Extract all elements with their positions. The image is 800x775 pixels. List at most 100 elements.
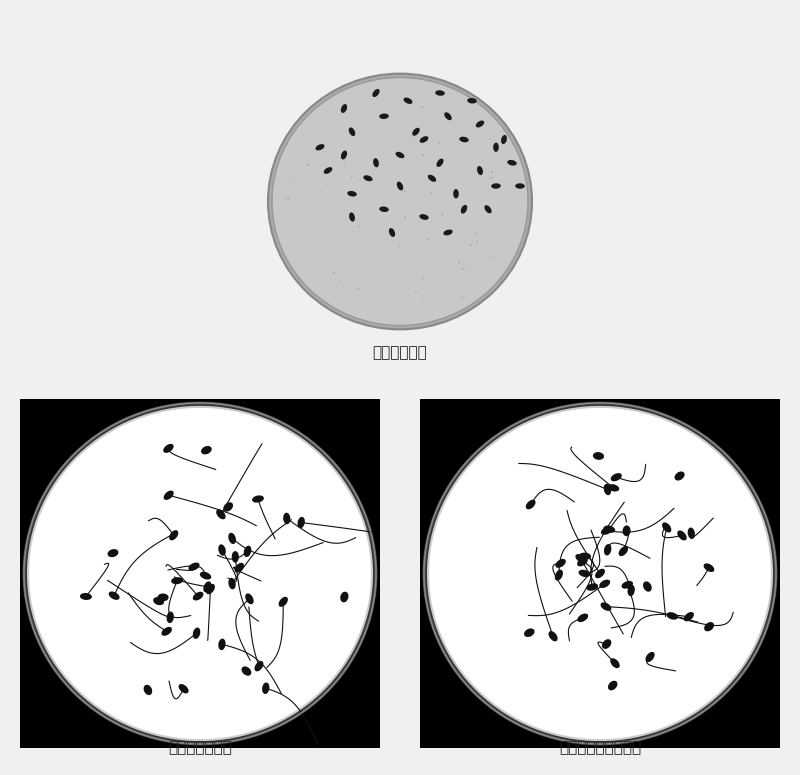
Ellipse shape (622, 525, 630, 536)
Ellipse shape (627, 584, 635, 596)
Circle shape (268, 74, 532, 329)
Ellipse shape (666, 612, 678, 620)
Ellipse shape (228, 532, 236, 544)
Circle shape (462, 268, 463, 270)
Ellipse shape (704, 563, 714, 572)
Ellipse shape (193, 628, 200, 639)
Ellipse shape (674, 471, 685, 480)
Ellipse shape (428, 174, 436, 182)
Circle shape (358, 288, 359, 289)
Ellipse shape (395, 152, 405, 158)
Ellipse shape (646, 652, 654, 662)
Circle shape (362, 287, 364, 288)
Ellipse shape (389, 228, 395, 237)
Ellipse shape (403, 98, 413, 104)
Bar (420, 399, 780, 748)
Circle shape (356, 239, 358, 241)
Circle shape (433, 274, 434, 275)
Ellipse shape (485, 205, 491, 213)
Ellipse shape (193, 592, 203, 601)
Circle shape (446, 231, 447, 232)
Text: 层积处理的种子: 层积处理的种子 (168, 740, 232, 756)
Circle shape (475, 232, 477, 234)
Circle shape (335, 285, 337, 287)
Ellipse shape (501, 135, 507, 144)
Circle shape (502, 240, 503, 242)
Circle shape (311, 153, 313, 155)
Ellipse shape (341, 104, 347, 113)
Ellipse shape (578, 570, 590, 577)
Circle shape (272, 78, 528, 326)
Ellipse shape (162, 627, 172, 636)
Ellipse shape (254, 661, 263, 671)
Ellipse shape (643, 581, 652, 591)
Circle shape (405, 217, 406, 219)
Circle shape (452, 230, 454, 232)
Circle shape (439, 143, 441, 144)
Ellipse shape (163, 444, 174, 453)
Ellipse shape (178, 684, 189, 694)
Circle shape (462, 296, 463, 298)
Ellipse shape (379, 206, 389, 212)
Circle shape (370, 100, 372, 102)
Ellipse shape (200, 572, 211, 580)
Circle shape (491, 171, 493, 173)
Circle shape (477, 241, 478, 243)
Circle shape (354, 195, 356, 197)
Circle shape (398, 305, 400, 306)
Ellipse shape (604, 544, 611, 556)
Circle shape (288, 198, 290, 200)
Circle shape (458, 261, 460, 263)
Circle shape (365, 150, 366, 152)
Ellipse shape (349, 212, 355, 222)
Circle shape (339, 280, 341, 281)
Circle shape (286, 198, 287, 200)
Circle shape (414, 140, 415, 142)
Ellipse shape (678, 530, 686, 540)
Ellipse shape (153, 597, 164, 605)
Circle shape (344, 164, 346, 166)
Ellipse shape (234, 563, 244, 573)
Circle shape (434, 262, 436, 264)
Circle shape (422, 154, 424, 156)
Ellipse shape (467, 98, 477, 104)
Ellipse shape (244, 546, 251, 557)
Ellipse shape (397, 181, 403, 191)
Circle shape (472, 188, 474, 190)
Bar (20, 399, 380, 748)
Ellipse shape (524, 629, 534, 637)
Circle shape (430, 193, 431, 195)
Ellipse shape (491, 183, 501, 189)
Ellipse shape (602, 639, 611, 649)
Ellipse shape (578, 614, 588, 622)
Ellipse shape (278, 597, 288, 607)
Ellipse shape (461, 205, 467, 214)
Ellipse shape (315, 144, 325, 150)
Ellipse shape (577, 558, 588, 567)
Circle shape (472, 154, 474, 156)
Circle shape (338, 239, 340, 241)
Ellipse shape (526, 500, 535, 509)
Ellipse shape (223, 502, 233, 512)
Ellipse shape (232, 551, 239, 563)
Circle shape (293, 176, 294, 177)
Ellipse shape (298, 517, 305, 529)
Ellipse shape (662, 522, 671, 532)
Ellipse shape (555, 570, 563, 580)
Ellipse shape (555, 559, 566, 568)
Ellipse shape (549, 631, 558, 642)
Circle shape (421, 302, 422, 304)
Ellipse shape (158, 594, 169, 601)
Circle shape (431, 114, 433, 115)
Circle shape (351, 230, 353, 232)
Ellipse shape (459, 136, 469, 143)
Ellipse shape (515, 183, 525, 189)
Ellipse shape (372, 89, 380, 97)
Circle shape (408, 132, 410, 133)
Ellipse shape (228, 578, 236, 589)
Ellipse shape (169, 530, 178, 540)
Ellipse shape (109, 591, 120, 600)
Ellipse shape (324, 167, 332, 174)
Ellipse shape (688, 528, 695, 539)
Ellipse shape (599, 580, 610, 588)
